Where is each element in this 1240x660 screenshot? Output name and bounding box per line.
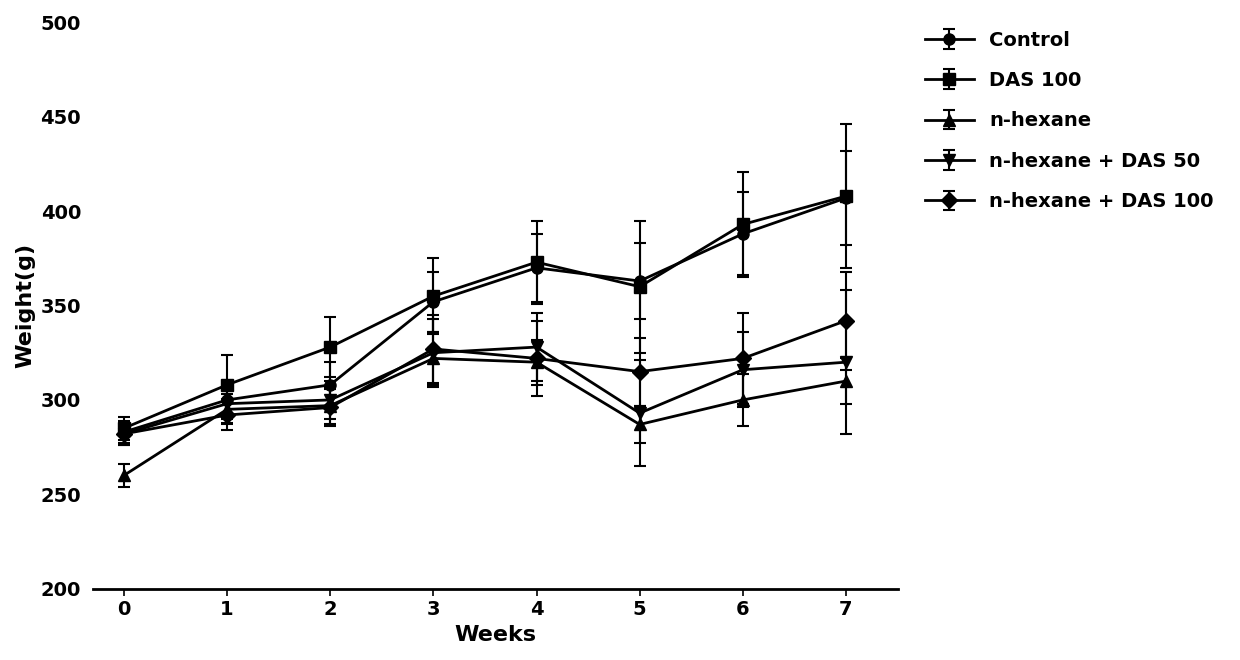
Legend: Control, DAS 100, n-hexane, n-hexane + DAS 50, n-hexane + DAS 100: Control, DAS 100, n-hexane, n-hexane + D…	[915, 21, 1224, 221]
X-axis label: Weeks: Weeks	[454, 625, 536, 645]
Y-axis label: Weight(g): Weight(g)	[15, 243, 35, 368]
